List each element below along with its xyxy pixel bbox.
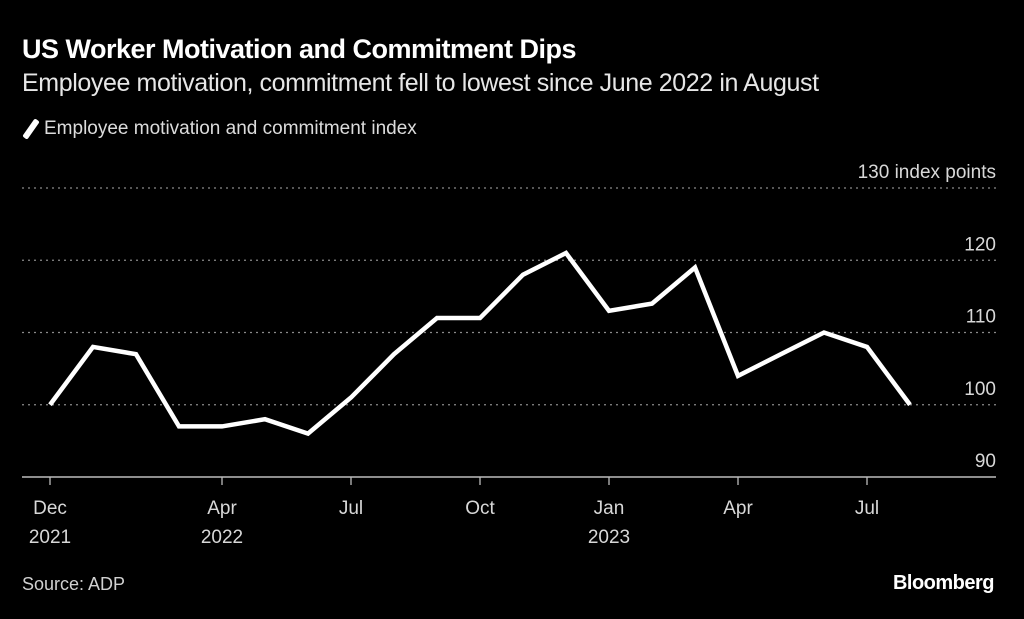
y-tick-label: 120 bbox=[964, 234, 996, 255]
chart-subtitle: Employee motivation, commitment fell to … bbox=[22, 69, 819, 97]
source-note: Source: ADP bbox=[22, 574, 126, 594]
bloomberg-logo: Bloomberg bbox=[892, 572, 995, 594]
x-tick-label: Jul bbox=[339, 498, 363, 519]
x-tick-year-label: 2023 bbox=[588, 527, 630, 548]
legend-label: Employee motivation and commitment index bbox=[44, 118, 417, 139]
y-axis-labels: 90 100 110 120 130 index points bbox=[858, 162, 996, 472]
y-tick-label: 130 index points bbox=[858, 162, 996, 183]
x-tick-label: Apr bbox=[207, 498, 237, 519]
series-lines bbox=[48, 250, 912, 437]
x-tick-label: Dec bbox=[33, 498, 67, 519]
x-tick-year-label: 2021 bbox=[29, 527, 71, 548]
legend: Employee motivation and commitment index bbox=[22, 118, 417, 140]
y-tick-label: 100 bbox=[964, 379, 996, 400]
y-tick-label: 90 bbox=[975, 451, 996, 472]
chart-title: US Worker Motivation and Commitment Dips bbox=[22, 34, 577, 64]
gridlines bbox=[22, 187, 996, 406]
x-axis: Dec 2021 Apr 2022 Jul Oct Jan 2023 Apr Jul bbox=[22, 476, 996, 548]
y-tick-label: 110 bbox=[966, 307, 996, 328]
x-tick-year-label: 2022 bbox=[201, 527, 243, 548]
x-tick-label: Oct bbox=[465, 498, 495, 519]
x-tick-label: Jan bbox=[594, 498, 625, 519]
x-tick-label: Apr bbox=[723, 498, 753, 519]
x-tick-label: Jul bbox=[855, 498, 879, 519]
series-line bbox=[48, 250, 912, 437]
